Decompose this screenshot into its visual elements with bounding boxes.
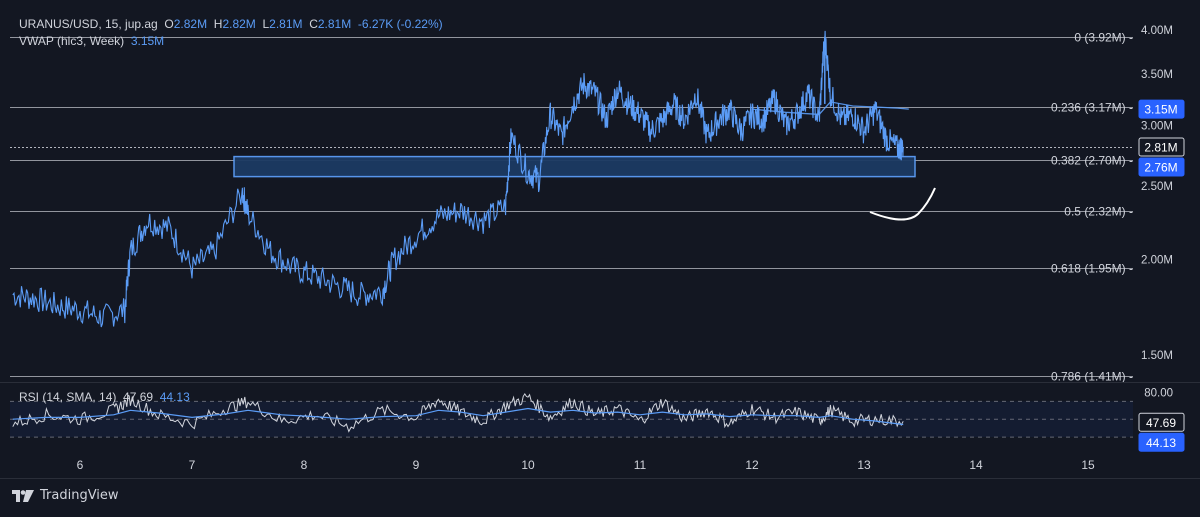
fib-level-label-2: 0.382 (2.70M) - xyxy=(1051,154,1133,168)
time-axis-tick: 15 xyxy=(1081,458,1095,472)
last-price-badge-bg xyxy=(1138,137,1185,157)
low-label: L xyxy=(262,17,270,31)
time-axis-tick: 6 xyxy=(77,458,84,472)
change-value: -6.27K (-0.22%) xyxy=(357,17,443,31)
vwap-legend[interactable]: VWAP (hlc3, Week) 3.15M xyxy=(19,34,164,48)
tradingview-brand[interactable]: TradingView xyxy=(12,488,119,503)
price-axis-tick: 2.50M xyxy=(1141,181,1173,193)
symbol-name[interactable]: URANUS/USD, 15, jup.ag xyxy=(19,17,158,31)
fib-level-label-1: 0.236 (3.17M) - xyxy=(1051,101,1133,115)
high-label: H xyxy=(213,17,223,31)
brand-name: TradingView xyxy=(40,488,119,503)
low-value: 2.81M xyxy=(269,17,303,31)
rsi-label: RSI (14, SMA, 14) xyxy=(19,390,117,404)
rsi-series-line xyxy=(12,392,904,433)
fib-marker-badge: 2.76M xyxy=(1144,161,1177,175)
fibonacci-layer: 0 (3.92M) - 0.236 (3.17M) - 0.382 (2.70M) … xyxy=(10,31,1133,384)
rsi-sma-series-line xyxy=(12,407,904,426)
price-axis-tick: 4.00M xyxy=(1141,25,1173,37)
fib-level-label-3: 0.5 (2.32M) - xyxy=(1064,205,1133,219)
vwap-value-badge-bg xyxy=(1138,99,1185,119)
open-value: 2.82M xyxy=(173,17,208,31)
time-axis-tick: 12 xyxy=(745,458,759,472)
rsi-sma-legend-value: 44.13 xyxy=(159,390,190,404)
time-axis-tick: 14 xyxy=(969,458,983,472)
vwap-label: VWAP (hlc3, Week) xyxy=(19,34,125,48)
last-price-badge: 2.81M xyxy=(1144,141,1177,155)
price-axis-tick: 2.00M xyxy=(1141,255,1173,267)
bounce-curve-annotation xyxy=(869,187,936,221)
symbol-header[interactable]: URANUS/USD, 15, jup.ag O2.82M H2.82M L2.… xyxy=(19,17,443,31)
rsi-legend[interactable]: RSI (14, SMA, 14) 47.69 44.13 xyxy=(19,390,190,404)
time-axis-tick: 11 xyxy=(634,458,647,472)
price-axis-tick: 1.50M xyxy=(1141,350,1173,362)
vwap-legend-value: 3.15M xyxy=(130,34,165,48)
price-layer xyxy=(12,30,936,328)
tradingview-logo-icon xyxy=(12,489,34,502)
time-axis-tick: 13 xyxy=(857,458,871,472)
price-series-line xyxy=(12,30,904,328)
price-axis-tick: 3.50M xyxy=(1141,69,1173,81)
support-zone-layer xyxy=(233,155,916,178)
fib-marker-badge-bg xyxy=(1138,157,1185,177)
vwap-value-badge: 3.15M xyxy=(1144,103,1177,117)
time-axis-tick: 7 xyxy=(189,458,196,472)
high-value: 2.82M xyxy=(222,17,256,31)
vwap-series-line xyxy=(751,101,909,116)
rsi-axis-tick: 80.00 xyxy=(1144,387,1173,399)
support-zone-box xyxy=(233,155,916,178)
time-axis-tick: 9 xyxy=(413,458,420,472)
close-label: C xyxy=(309,17,318,31)
close-value: 2.81M xyxy=(317,17,352,31)
axes-layer: 4.00M 3.50M 3.00M 2.50M 2.00M 1.50M 80.00 6 7 8 9 1… xyxy=(0,25,1200,479)
time-axis-tick: 10 xyxy=(521,458,535,472)
time-axis-tick: 8 xyxy=(301,458,308,472)
price-axis-tick: 3.00M xyxy=(1141,120,1173,132)
fib-level-label-4: 0.618 (1.95M) - xyxy=(1051,262,1133,276)
open-label: O xyxy=(164,17,174,31)
rsi-value-badge: 47.69 xyxy=(1146,416,1176,430)
rsi-sma-value-badge-bg xyxy=(1138,432,1185,452)
rsi-layer xyxy=(10,392,1133,438)
rsi-value-badge-bg xyxy=(1138,412,1185,432)
fib-level-label-0: 0 (3.92M) - xyxy=(1074,31,1133,45)
rsi-legend-value: 47.69 xyxy=(123,390,154,404)
fib-level-label-5: 0.786 (1.41M) - xyxy=(1051,370,1133,384)
rsi-sma-value-badge: 44.13 xyxy=(1146,436,1176,450)
